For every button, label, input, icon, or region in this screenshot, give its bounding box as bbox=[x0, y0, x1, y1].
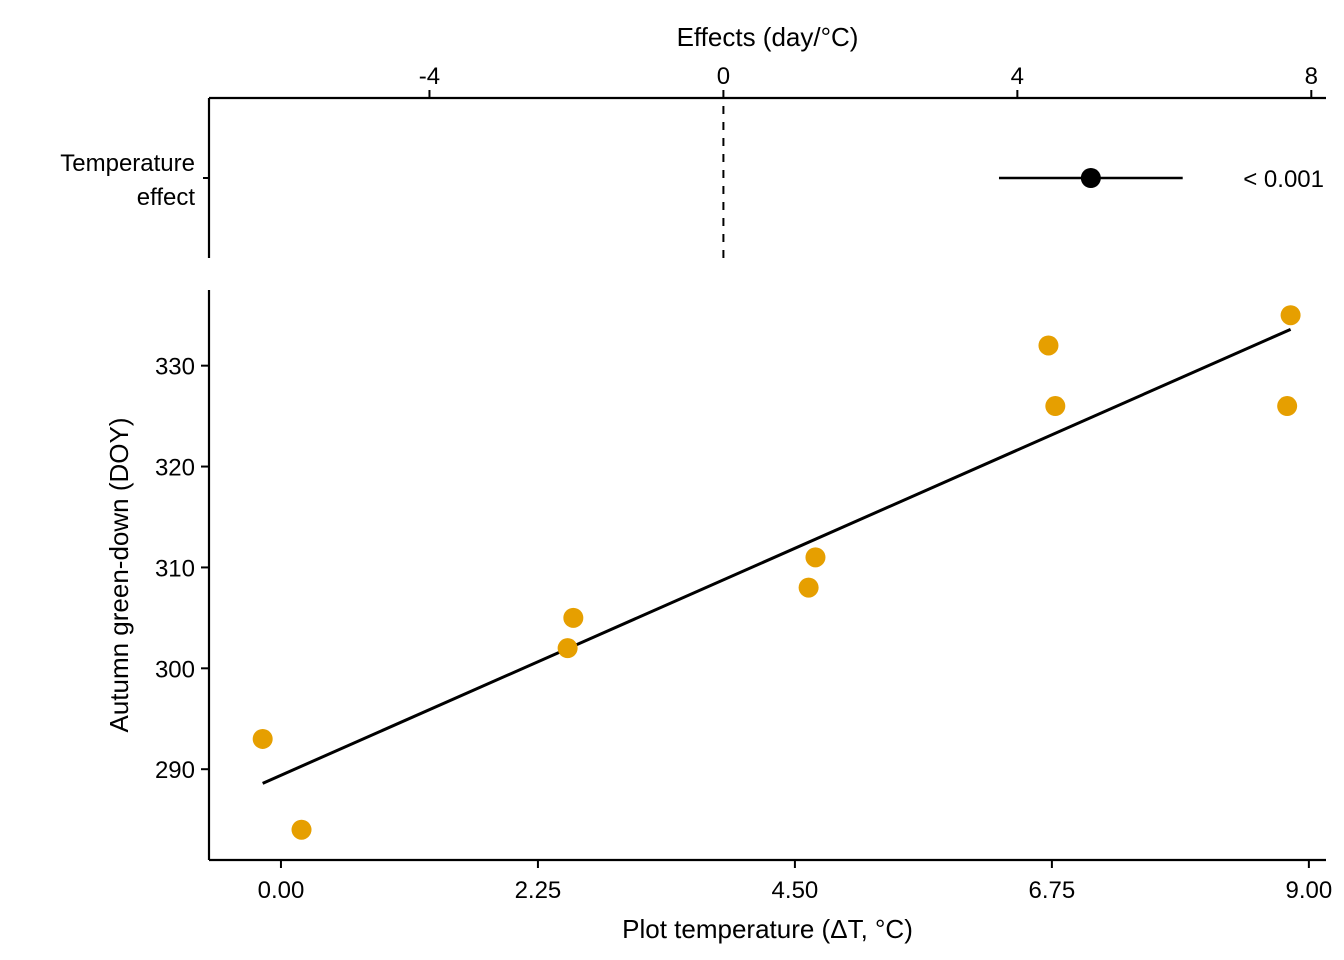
scatter-y-tick-label: 300 bbox=[155, 656, 195, 683]
data-point bbox=[291, 819, 312, 840]
data-point bbox=[798, 577, 819, 598]
scatter-y-ticks: 290 300 310 320 330 bbox=[155, 354, 209, 784]
effects-x-tick-label: -4 bbox=[419, 63, 440, 90]
scatter-y-tick-label: 320 bbox=[155, 455, 195, 482]
scatter-y-tick-label: 290 bbox=[155, 757, 195, 784]
scatter-x-tick-label: 0.00 bbox=[258, 877, 305, 904]
data-point bbox=[252, 728, 273, 749]
scatter-panel: 0.00 2.25 4.50 6.75 9.00 290 300 310 320 330 Plo… bbox=[104, 290, 1332, 944]
effects-x-tick-label: 0 bbox=[717, 63, 730, 90]
p-value-label: < 0.001 bbox=[1243, 166, 1324, 193]
data-point bbox=[563, 607, 584, 628]
scatter-x-ticks: 0.00 2.25 4.50 6.75 9.00 bbox=[258, 860, 1333, 904]
effects-axis-title: Effects (day/°C) bbox=[677, 22, 859, 52]
effect-estimate-point bbox=[1080, 168, 1101, 188]
scatter-x-axis-title: Plot temperature (ΔT, °C) bbox=[622, 914, 913, 944]
effects-rows: Temperature effect < 0.001 bbox=[60, 150, 1324, 211]
data-point bbox=[1277, 396, 1298, 417]
scatter-x-tick-label: 6.75 bbox=[1029, 877, 1076, 904]
scatter-y-tick-label: 310 bbox=[155, 555, 195, 582]
scatter-x-tick-label: 4.50 bbox=[772, 877, 819, 904]
regression-line bbox=[262, 327, 1292, 785]
effects-x-tick-label: 4 bbox=[1011, 63, 1024, 90]
data-point bbox=[1038, 335, 1059, 356]
data-point bbox=[805, 547, 826, 568]
effects-panel: Effects (day/°C) -4 0 4 8 Temperature effect… bbox=[60, 22, 1326, 258]
scatter-x-tick-label: 2.25 bbox=[515, 877, 562, 904]
scatter-y-axis-title: Autumn green-down (DOY) bbox=[104, 417, 134, 732]
scatter-points bbox=[252, 305, 1301, 840]
data-point bbox=[1280, 305, 1301, 326]
data-point bbox=[1045, 396, 1066, 417]
scatter-y-tick-label: 330 bbox=[155, 354, 195, 381]
effects-x-tick-label: 8 bbox=[1305, 63, 1318, 90]
effects-x-ticks: -4 0 4 8 bbox=[419, 63, 1318, 98]
scatter-x-tick-label: 9.00 bbox=[1286, 877, 1333, 904]
data-point bbox=[557, 638, 578, 659]
effects-row-label: Temperature effect bbox=[60, 150, 195, 211]
